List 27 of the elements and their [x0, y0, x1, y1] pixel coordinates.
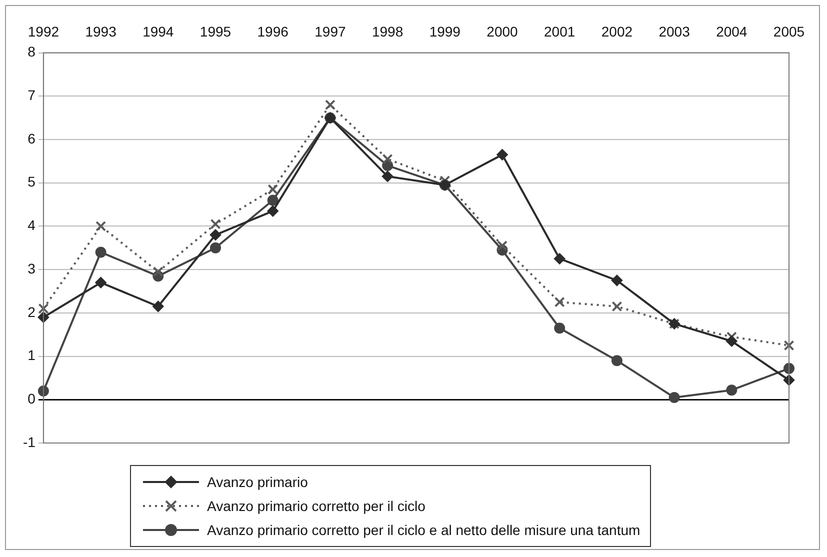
- y-tick-label: 2: [28, 304, 36, 320]
- y-tick-label: 4: [28, 217, 36, 234]
- x-tick-label: 1992: [28, 23, 60, 40]
- x-tick-label: 2000: [486, 23, 518, 40]
- x-tick-label: 1998: [372, 23, 404, 40]
- legend-label: Avanzo primario corretto per il ciclo: [207, 498, 426, 514]
- y-tick-label: 5: [28, 174, 36, 190]
- legend-label: Avanzo primario: [207, 474, 308, 490]
- y-tick-label: 8: [28, 44, 36, 60]
- y-tick-label: 3: [28, 260, 36, 276]
- x-tick-label: 1995: [200, 23, 232, 40]
- legend-label: Avanzo primario corretto per il ciclo e al netto delle misure una tantum: [207, 522, 640, 538]
- x-tick-label: 1993: [85, 23, 117, 40]
- x-tick-label: 2003: [658, 23, 690, 40]
- y-tick-label: 1: [28, 347, 36, 364]
- x-tick-label: 1994: [142, 23, 174, 40]
- y-tick-label: 7: [28, 87, 36, 104]
- x-tick-label: 1999: [429, 23, 461, 40]
- y-tick-label: 0: [28, 390, 36, 407]
- x-tick-label: 2005: [773, 23, 805, 40]
- y-tick-label: 6: [28, 130, 36, 146]
- x-tick-label: 2004: [716, 23, 748, 40]
- y-tick-label: -1: [22, 434, 36, 450]
- x-tick-label: 1996: [257, 23, 289, 40]
- x-tick-label: 1997: [314, 23, 346, 40]
- x-tick-label: 2002: [601, 23, 633, 40]
- x-tick-label: 2001: [544, 23, 576, 40]
